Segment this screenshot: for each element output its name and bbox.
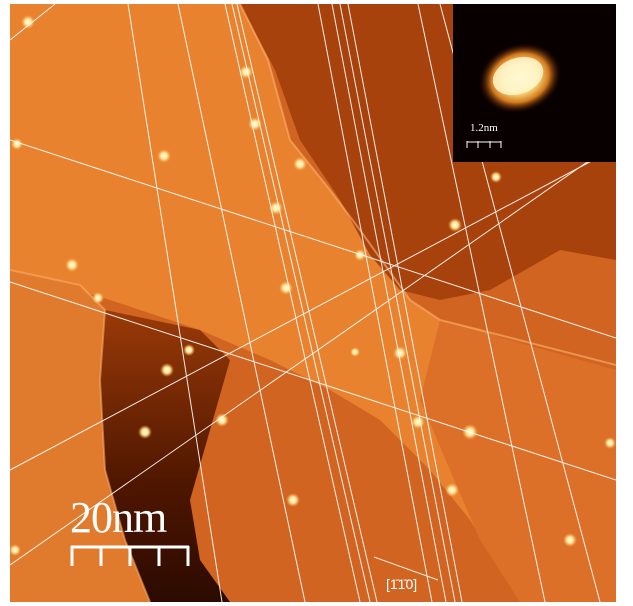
adatom [393,346,407,360]
terrace-deep [100,310,230,602]
step-edge [239,4,616,366]
adatom [92,292,104,304]
guide-line [177,4,306,602]
guide-line [10,147,616,471]
guide-line [10,4,56,41]
adatom [604,437,616,449]
inset-molecule [492,56,544,96]
scale-bar-label: 20nm [70,493,167,542]
adatom [445,483,459,497]
guide-line [339,4,456,602]
step-edge [10,269,151,602]
guide-line [331,4,447,602]
adatom [239,65,253,79]
inset-scale-label: 1.2nm [470,122,498,134]
inset-panel [453,4,616,162]
scale-bar-graphic [70,545,190,566]
guide-line [127,4,223,602]
adatom [286,493,300,507]
direction-label: [1̄1̄0] [386,576,418,592]
terrace-right-lower [420,320,616,602]
guide-line [10,281,616,481]
guide-line [10,139,616,339]
adatom [10,544,21,556]
adatom [215,413,229,427]
adatom [563,533,577,547]
inset-scale-bar-graphic [466,141,502,148]
adatom [138,425,152,439]
guide-line [347,4,463,602]
adatom [448,218,462,232]
guide-line [417,4,546,602]
guide-line [224,4,361,602]
guide-line [231,4,371,602]
adatom [183,344,195,356]
adatom [65,258,79,272]
adatom [160,363,174,377]
adatom [293,157,307,171]
adatom [157,149,171,163]
direction-line [373,556,439,581]
guide-line [236,4,378,602]
adatom [354,249,366,261]
guide-line [317,4,433,602]
guide-line [10,159,591,566]
terrace-lower-left [10,270,150,602]
adatom [350,347,360,357]
adatom [21,15,35,29]
adatom [490,171,502,183]
adatom [279,281,293,295]
